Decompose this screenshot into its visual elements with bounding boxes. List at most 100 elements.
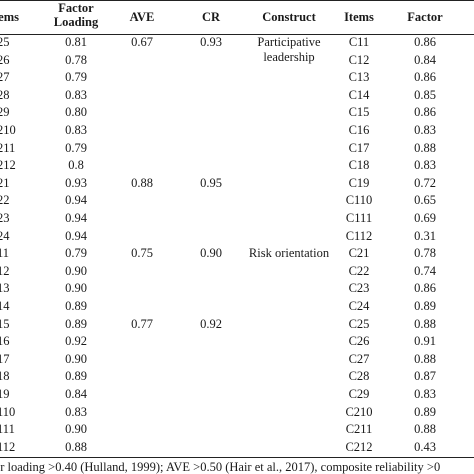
factor-value-right: 0.72 xyxy=(414,175,436,190)
factor-loading-value: 0.90 xyxy=(65,422,87,437)
factor-loading-value: 0.90 xyxy=(65,263,87,278)
factor-value-right: 0.88 xyxy=(414,351,436,366)
item-code-right: C18 xyxy=(348,158,370,173)
item-code: 11 xyxy=(0,246,10,261)
header-items-right: Items xyxy=(344,10,374,24)
item-code: 13 xyxy=(0,281,10,296)
factor-value-right: 0.31 xyxy=(414,228,436,243)
factor-loading-value: 0.89 xyxy=(65,369,87,384)
item-code: 17 xyxy=(0,351,10,366)
item-code-right: C19 xyxy=(348,175,370,190)
factor-loading-value: 0.81 xyxy=(65,35,87,49)
item-code: 29 xyxy=(0,105,10,120)
factor-loading-value: 0.78 xyxy=(65,52,87,67)
item-code-right: C110 xyxy=(345,193,373,208)
item-code-right: C11 xyxy=(348,35,370,49)
item-code-right: C112 xyxy=(345,228,373,243)
factor-value-right: 0.86 xyxy=(414,70,436,85)
factor-loading-value: 0.8 xyxy=(68,158,84,173)
factor-value-right: 0.86 xyxy=(414,281,436,296)
item-code-right: C21 xyxy=(348,246,370,261)
item-code: 111 xyxy=(0,422,15,437)
cr-value: 0.93 xyxy=(200,35,222,49)
header-factor-loading: Factor Loading xyxy=(53,1,99,29)
factor-loading-value: 0.83 xyxy=(65,87,87,102)
item-code: 23 xyxy=(0,211,10,225)
factor-value-right: 0.83 xyxy=(414,123,436,137)
factor-value-right: 0.88 xyxy=(414,140,436,155)
factor-value-right: 0.86 xyxy=(414,35,436,49)
item-code-right: C17 xyxy=(348,140,370,155)
item-code: 12 xyxy=(0,263,10,278)
header-construct: Construct xyxy=(262,10,316,24)
ave-value: 0.88 xyxy=(131,175,153,190)
header-rule xyxy=(0,34,474,35)
item-code: 18 xyxy=(0,369,10,384)
factor-loading-value: 0.94 xyxy=(65,211,87,225)
top-rule xyxy=(0,0,474,1)
factor-loading-value: 0.94 xyxy=(65,193,87,208)
item-code-right: C26 xyxy=(348,334,370,349)
ave-value: 0.77 xyxy=(131,316,153,331)
factor-value-right: 0.43 xyxy=(414,439,436,454)
item-code: 210 xyxy=(0,123,16,137)
factor-loading-value: 0.79 xyxy=(65,70,87,85)
item-code: 25 xyxy=(0,35,10,49)
item-code: 211 xyxy=(0,140,16,155)
item-code-right: C13 xyxy=(348,70,370,85)
factor-value-right: 0.83 xyxy=(414,387,436,401)
item-code: 16 xyxy=(0,334,10,349)
item-code-right: C24 xyxy=(348,299,370,313)
cr-value: 0.95 xyxy=(200,175,222,190)
cr-value: 0.90 xyxy=(200,246,222,261)
item-code: 112 xyxy=(0,439,16,454)
item-code-right: C12 xyxy=(348,52,370,67)
header-ave: AVE xyxy=(129,10,155,24)
item-code-right: C210 xyxy=(345,404,373,419)
factor-loading-value: 0.83 xyxy=(65,123,87,137)
factor-loading-value: 0.90 xyxy=(65,281,87,296)
header-items: tems xyxy=(0,10,19,24)
bottom-rule xyxy=(0,457,474,458)
factor-loading-value: 0.79 xyxy=(65,246,87,261)
item-code-right: C14 xyxy=(348,87,370,102)
item-code: 110 xyxy=(0,404,16,419)
factor-loading-value: 0.84 xyxy=(65,387,87,401)
item-code-right: C211 xyxy=(345,422,373,437)
factor-value-right: 0.89 xyxy=(414,299,436,313)
item-code: 212 xyxy=(0,158,16,173)
factor-value-right: 0.88 xyxy=(414,316,436,331)
factor-loading-value: 0.89 xyxy=(65,299,87,313)
header-factor-right: Factor xyxy=(407,10,443,24)
factor-value-right: 0.87 xyxy=(414,369,436,384)
factor-loading-value: 0.89 xyxy=(65,316,87,331)
factor-value-right: 0.84 xyxy=(414,52,436,67)
factor-loading-value: 0.93 xyxy=(65,175,87,190)
factor-loading-value: 0.88 xyxy=(65,439,87,454)
factor-value-right: 0.69 xyxy=(414,211,436,225)
cr-value: 0.92 xyxy=(200,316,222,331)
factor-value-right: 0.85 xyxy=(414,87,436,102)
factor-value-right: 0.74 xyxy=(414,263,436,278)
factor-value-right: 0.78 xyxy=(414,246,436,261)
item-code-right: C27 xyxy=(348,351,370,366)
construct-name: Participative leadership xyxy=(257,35,321,64)
factor-loading-value: 0.79 xyxy=(65,140,87,155)
item-code-right: C22 xyxy=(348,263,370,278)
header-cr: CR xyxy=(201,10,221,24)
item-code-right: C212 xyxy=(345,439,373,454)
item-code-right: C15 xyxy=(348,105,370,120)
factor-loading-value: 0.92 xyxy=(65,334,87,349)
factor-value-right: 0.65 xyxy=(414,193,436,208)
item-code-right: C16 xyxy=(348,123,370,137)
item-code: 19 xyxy=(0,387,10,401)
factor-loading-value: 0.94 xyxy=(65,228,87,243)
item-code-right: C111 xyxy=(345,211,373,225)
item-code: 21 xyxy=(0,175,10,190)
item-code-right: C23 xyxy=(348,281,370,296)
item-code: 28 xyxy=(0,87,10,102)
item-code: 24 xyxy=(0,228,10,243)
factor-value-right: 0.88 xyxy=(414,422,436,437)
item-code-right: C25 xyxy=(348,316,370,331)
